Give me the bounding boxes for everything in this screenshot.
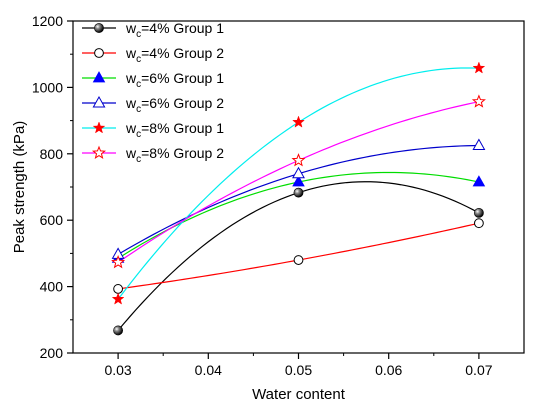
- legend-label: wc=6% Group 2: [125, 95, 224, 115]
- data-point: [293, 187, 304, 198]
- legend-entry: wc=6% Group 2: [82, 95, 224, 115]
- y-axis-ticks: 200 400 600 800 1000 1200: [32, 13, 73, 361]
- data-point: [111, 254, 126, 269]
- legend-marker: [94, 23, 104, 33]
- legend-entry: wc=4% Group 1: [82, 20, 224, 40]
- legend-marker: [91, 145, 107, 159]
- x-tick-label: 0.04: [195, 362, 222, 378]
- legend-marker: [92, 95, 106, 108]
- legend-label: wc=8% Group 1: [125, 120, 224, 140]
- y-tick-label: 800: [40, 146, 64, 162]
- x-tick-label: 0.03: [104, 362, 131, 378]
- data-point: [291, 153, 306, 167]
- data-point: [111, 292, 125, 305]
- data-point: [471, 94, 486, 108]
- legend-marker: [92, 71, 106, 83]
- x-tick-label: 0.06: [375, 362, 402, 378]
- series-curves: [117, 67, 480, 331]
- x-tick-label: 0.07: [465, 362, 492, 378]
- y-tick-label: 1000: [32, 79, 63, 95]
- series-markers: [111, 61, 486, 336]
- legend-entry: wc=8% Group 1: [82, 120, 224, 140]
- data-point: [472, 175, 486, 187]
- legend-entry: wc=6% Group 1: [82, 70, 224, 90]
- legend-entry: wc=8% Group 2: [82, 145, 224, 165]
- data-point: [293, 255, 304, 265]
- legend-label: wc=8% Group 2: [125, 145, 224, 165]
- data-point: [113, 325, 123, 336]
- data-point: [292, 175, 305, 187]
- data-point: [292, 166, 305, 179]
- x-axis-label: Water content: [252, 386, 346, 403]
- x-axis-ticks: 0.03 0.04 0.05 0.06 0.07: [104, 353, 493, 378]
- legend-entry: wc=4% Group 2: [82, 45, 224, 65]
- data-point: [473, 207, 484, 218]
- y-tick-label: 400: [40, 279, 64, 295]
- data-point: [292, 115, 305, 128]
- legend-marker: [92, 121, 106, 134]
- y-tick-label: 200: [40, 345, 64, 361]
- legend-label: wc=4% Group 1: [125, 20, 224, 40]
- legend-label: wc=6% Group 1: [125, 70, 224, 90]
- y-tick-label: 1200: [32, 13, 63, 29]
- data-point: [472, 138, 486, 150]
- legend-label: wc=4% Group 2: [125, 45, 224, 65]
- y-axis-label: Peak strength (kPa): [11, 121, 28, 254]
- legend-marker: [94, 48, 104, 58]
- data-point: [472, 61, 486, 74]
- legend: wc=4% Group 1 wc=4% Group 2 wc=6% Group 1 w…: [82, 20, 224, 165]
- x-tick-label: 0.05: [285, 362, 312, 378]
- y-tick-label: 600: [40, 212, 64, 228]
- data-point: [474, 218, 484, 229]
- data-point: [113, 284, 123, 294]
